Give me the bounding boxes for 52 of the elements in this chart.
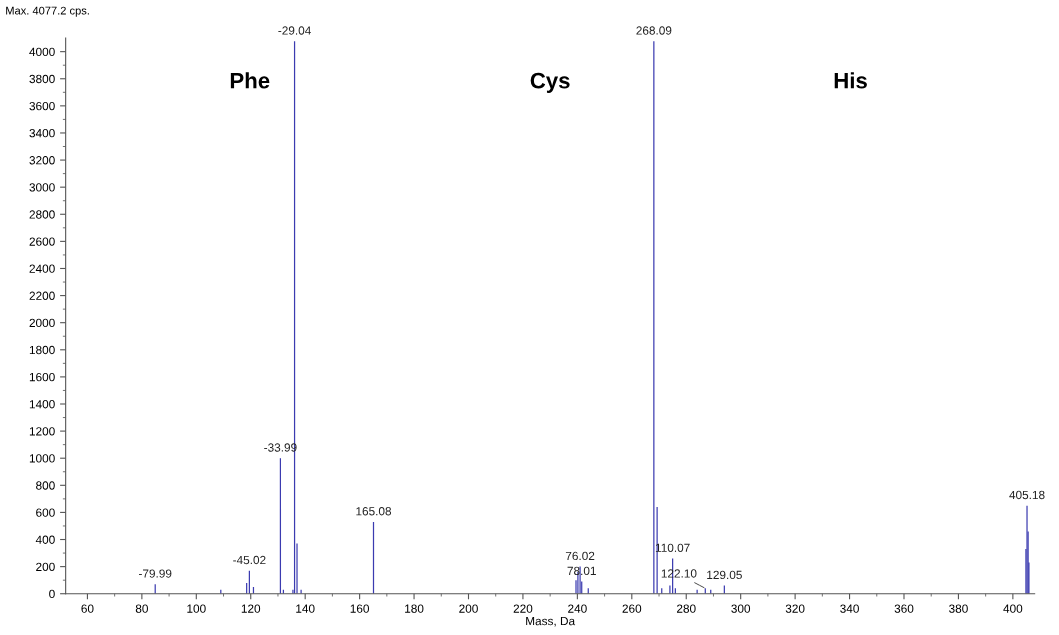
x-tick-label: 300 [731,604,751,613]
x-tick-label: 80 [135,604,148,613]
x-tick-label: 260 [622,604,642,613]
x-tick-label: 340 [840,604,859,613]
annotation: Phe [230,72,270,89]
annotation: 76.02 [565,551,595,561]
y-tick-label: 3200 [29,156,55,165]
x-tick-label: 360 [894,604,914,613]
x-tick-label: 280 [676,604,696,613]
y-tick-label: 2800 [29,210,55,219]
y-tick-label: 600 [36,508,55,517]
annotation: 165.08 [356,507,392,516]
y-tick-label: 800 [36,481,55,490]
x-axis-title: Mass, Da [526,616,576,627]
y-tick-label: 1400 [29,400,55,409]
y-tick-label: 2200 [29,291,55,300]
annotation: Cys [530,72,570,93]
annotation: His [834,72,867,89]
annotation: 268.09 [636,26,672,35]
x-tick-label: 100 [187,604,206,613]
x-tick-label: 320 [785,604,805,613]
y-tick-label: 3000 [29,183,55,192]
y-tick-label: 2000 [29,318,55,328]
y-tick-label: 0 [49,589,55,599]
annotation: 405.18 [1009,490,1045,500]
x-tick-label: 380 [949,604,968,613]
annotation: -45.02 [233,555,266,565]
y-tick-label: 200 [36,562,55,572]
x-tick-label: 140 [296,604,315,613]
annotation: -29.04 [278,26,311,35]
y-tick-label: 1600 [29,372,55,382]
x-tick-label: 220 [513,604,533,613]
annotation: 129.05 [707,570,742,580]
chart-title: Max. 4077.2 cps. [6,6,89,17]
y-tick-label: 2600 [29,237,55,246]
y-tick-label: 1800 [29,345,55,355]
x-tick-label: 60 [81,604,94,613]
y-tick-label: 2400 [29,264,55,273]
y-tick-label: 1200 [29,427,55,436]
x-tick-label: 400 [1003,604,1023,613]
x-tick-label: 240 [568,604,587,613]
y-tick-label: 4000 [29,47,55,57]
annotation: -79.99 [139,569,172,578]
x-tick-label: 160 [350,604,370,613]
y-tick-label: 3400 [29,129,55,138]
y-tick-label: 400 [35,535,55,544]
y-tick-label: 3600 [29,101,55,111]
x-tick-label: 120 [241,604,261,613]
x-tick-label: 180 [405,604,424,613]
y-tick-label: 1000 [29,454,55,463]
x-tick-label: 200 [459,604,478,613]
y-tick-label: 3800 [29,74,55,84]
